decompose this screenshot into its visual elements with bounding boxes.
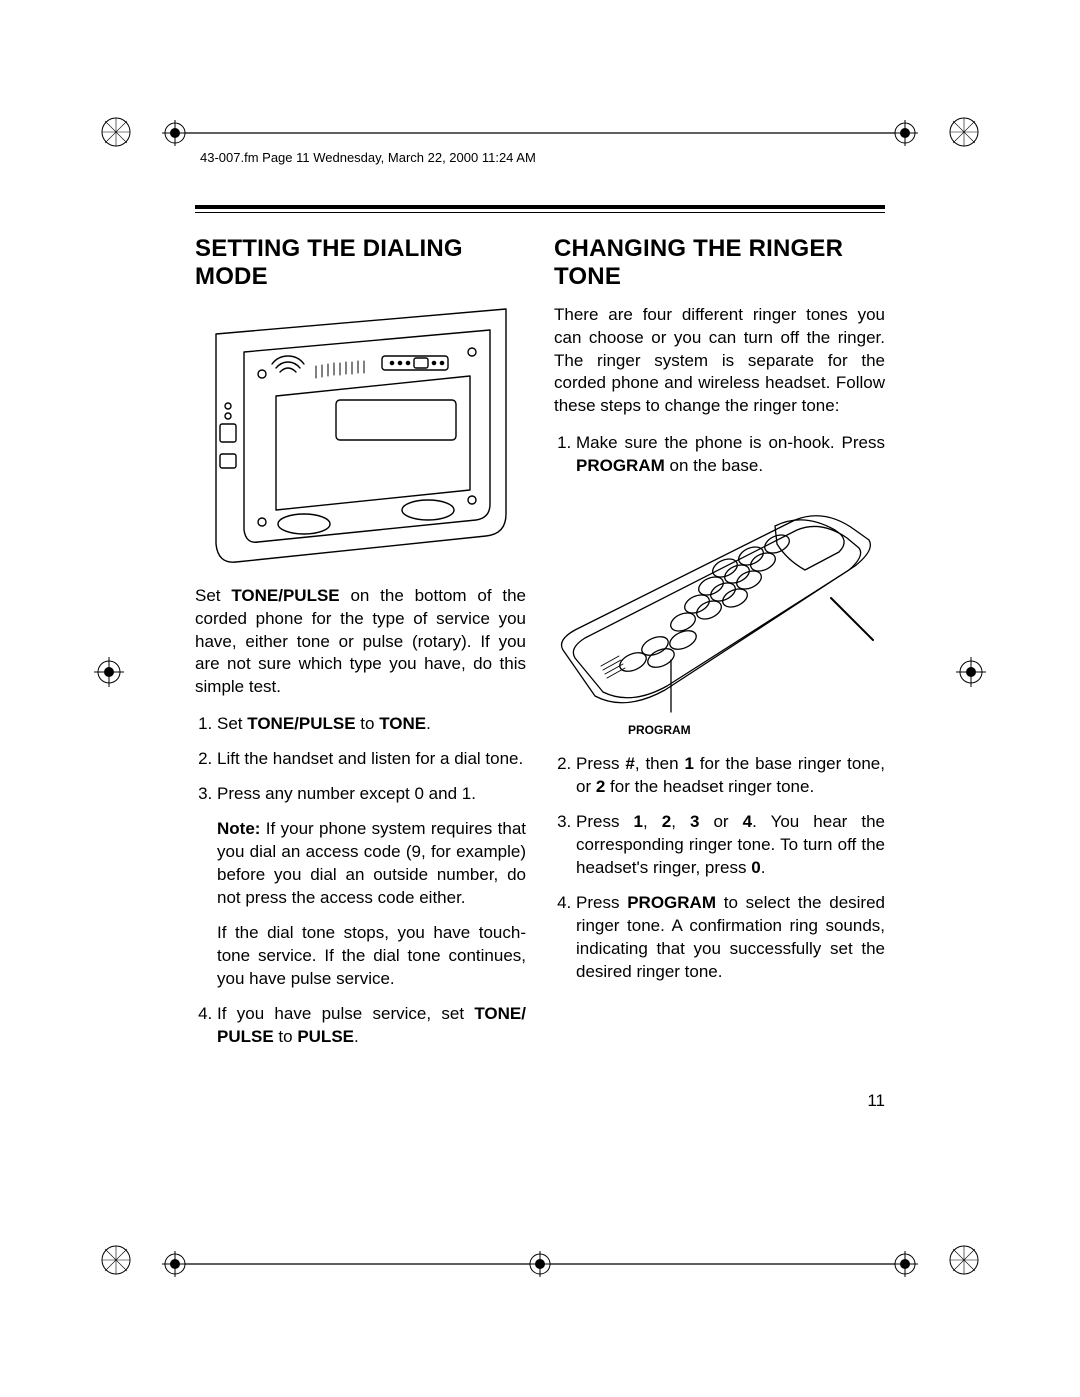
- step-3-sub: If the dial tone stops, you have touch-t…: [217, 922, 526, 991]
- text-bold: PROGRAM: [576, 456, 665, 475]
- top-register: [150, 118, 930, 148]
- crop-bottom-right: [922, 1232, 982, 1297]
- text: If you have pulse service, set: [217, 1004, 474, 1023]
- figure-phone-base: PROGRAM: [544, 490, 885, 737]
- text-bold: 1: [634, 812, 643, 831]
- text: Press any number except 0 and 1.: [217, 784, 476, 803]
- text-bold: PULSE: [297, 1027, 354, 1046]
- figure-phone-bottom: [195, 304, 526, 569]
- text: to: [356, 714, 380, 733]
- page-number: 11: [867, 1091, 885, 1111]
- ringer-steps: Make sure the phone is on-hook. Press PR…: [554, 432, 885, 478]
- text: .: [761, 858, 766, 877]
- ringer-intro: There are four different ringer tones yo…: [554, 304, 885, 419]
- section-rule: [195, 205, 885, 213]
- text: Press: [576, 812, 634, 831]
- text-bold: 1: [684, 754, 693, 773]
- text: .: [426, 714, 431, 733]
- text: to: [274, 1027, 298, 1046]
- step-2: Lift the handset and listen for a dial t…: [217, 748, 526, 771]
- text-bold: TONE/PULSE: [247, 714, 355, 733]
- step-3: Press any number except 0 and 1. Note: I…: [217, 783, 526, 991]
- text: Set: [217, 714, 247, 733]
- step-4: If you have pulse service, set TONE/ PUL…: [217, 1003, 526, 1049]
- text: ,: [643, 812, 662, 831]
- tone-pulse-label: TONE/PULSE: [231, 586, 339, 605]
- ringer-step-3: Press 1, 2, 3 or 4. You hear the corresp…: [576, 811, 885, 880]
- dialing-intro: Set TONE/PULSE on the bottom of the cord…: [195, 585, 526, 700]
- text: ,: [671, 812, 690, 831]
- right-register: [954, 655, 988, 694]
- ringer-steps-cont: Press #, then 1 for the base ringer tone…: [554, 753, 885, 983]
- text: , then: [635, 754, 685, 773]
- step-1: Set TONE/PULSE to TONE.: [217, 713, 526, 736]
- text: Press: [576, 893, 627, 912]
- text-bold: #: [625, 754, 634, 773]
- text-bold: 2: [596, 777, 605, 796]
- right-column: CHANGING THE RINGER TONE There are four …: [554, 235, 885, 1061]
- text: Set: [195, 586, 231, 605]
- ringer-step-1: Make sure the phone is on-hook. Press PR…: [576, 432, 885, 478]
- left-column: SETTING THE DIALING MODE: [195, 235, 526, 1061]
- text: Make sure the phone is on-hook. Press: [576, 433, 885, 452]
- header-meta: 43-007.fm Page 11 Wednesday, March 22, 2…: [200, 150, 536, 165]
- text-bold: TONE: [379, 714, 426, 733]
- heading-dialing-mode: SETTING THE DIALING MODE: [195, 235, 526, 292]
- bottom-register: [150, 1249, 930, 1279]
- crop-top-left: [98, 100, 158, 165]
- crop-bottom-left: [98, 1232, 158, 1297]
- left-register: [92, 655, 126, 694]
- text: Press: [576, 754, 625, 773]
- ringer-step-2: Press #, then 1 for the base ringer tone…: [576, 753, 885, 799]
- text: .: [354, 1027, 359, 1046]
- ringer-step-4: Press PROGRAM to select the desired ring…: [576, 892, 885, 984]
- note-text: If your phone system requires that you d…: [217, 819, 526, 907]
- crop-top-right: [922, 100, 982, 165]
- text: or: [699, 812, 742, 831]
- text-bold: 2: [662, 812, 671, 831]
- text: on the base.: [665, 456, 763, 475]
- text: for the headset ringer tone.: [605, 777, 814, 796]
- note-label: Note:: [217, 819, 260, 838]
- dialing-steps: Set TONE/PULSE to TONE. Lift the handset…: [195, 713, 526, 1048]
- text-bold: 0: [751, 858, 760, 877]
- text-bold: PROGRAM: [627, 893, 716, 912]
- heading-ringer-tone: CHANGING THE RINGER TONE: [554, 235, 885, 292]
- text-bold: 4: [743, 812, 752, 831]
